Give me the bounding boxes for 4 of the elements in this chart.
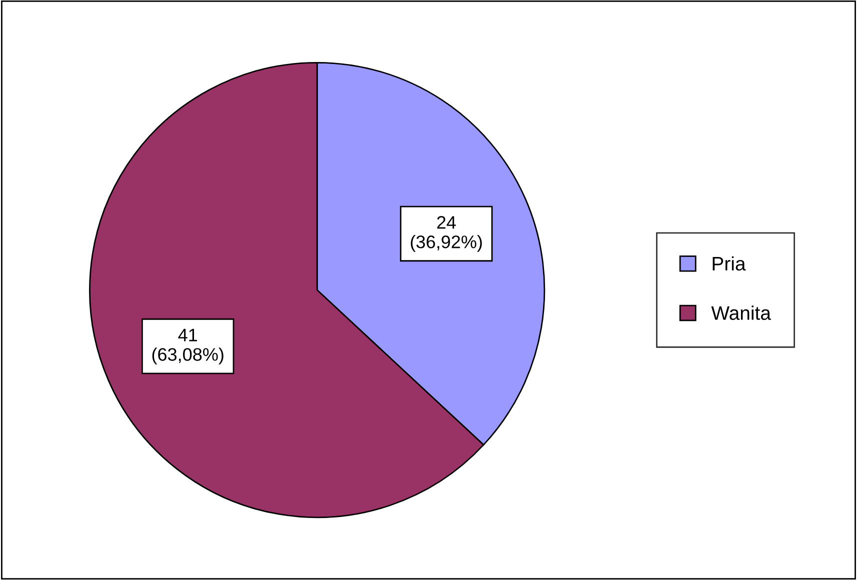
data-label: 24 (36,92%) — [410, 216, 482, 252]
legend-label: Wanita — [711, 306, 771, 320]
data-label: 41 (63,08%) — [152, 328, 224, 364]
legend-label: Pria — [712, 256, 746, 271]
